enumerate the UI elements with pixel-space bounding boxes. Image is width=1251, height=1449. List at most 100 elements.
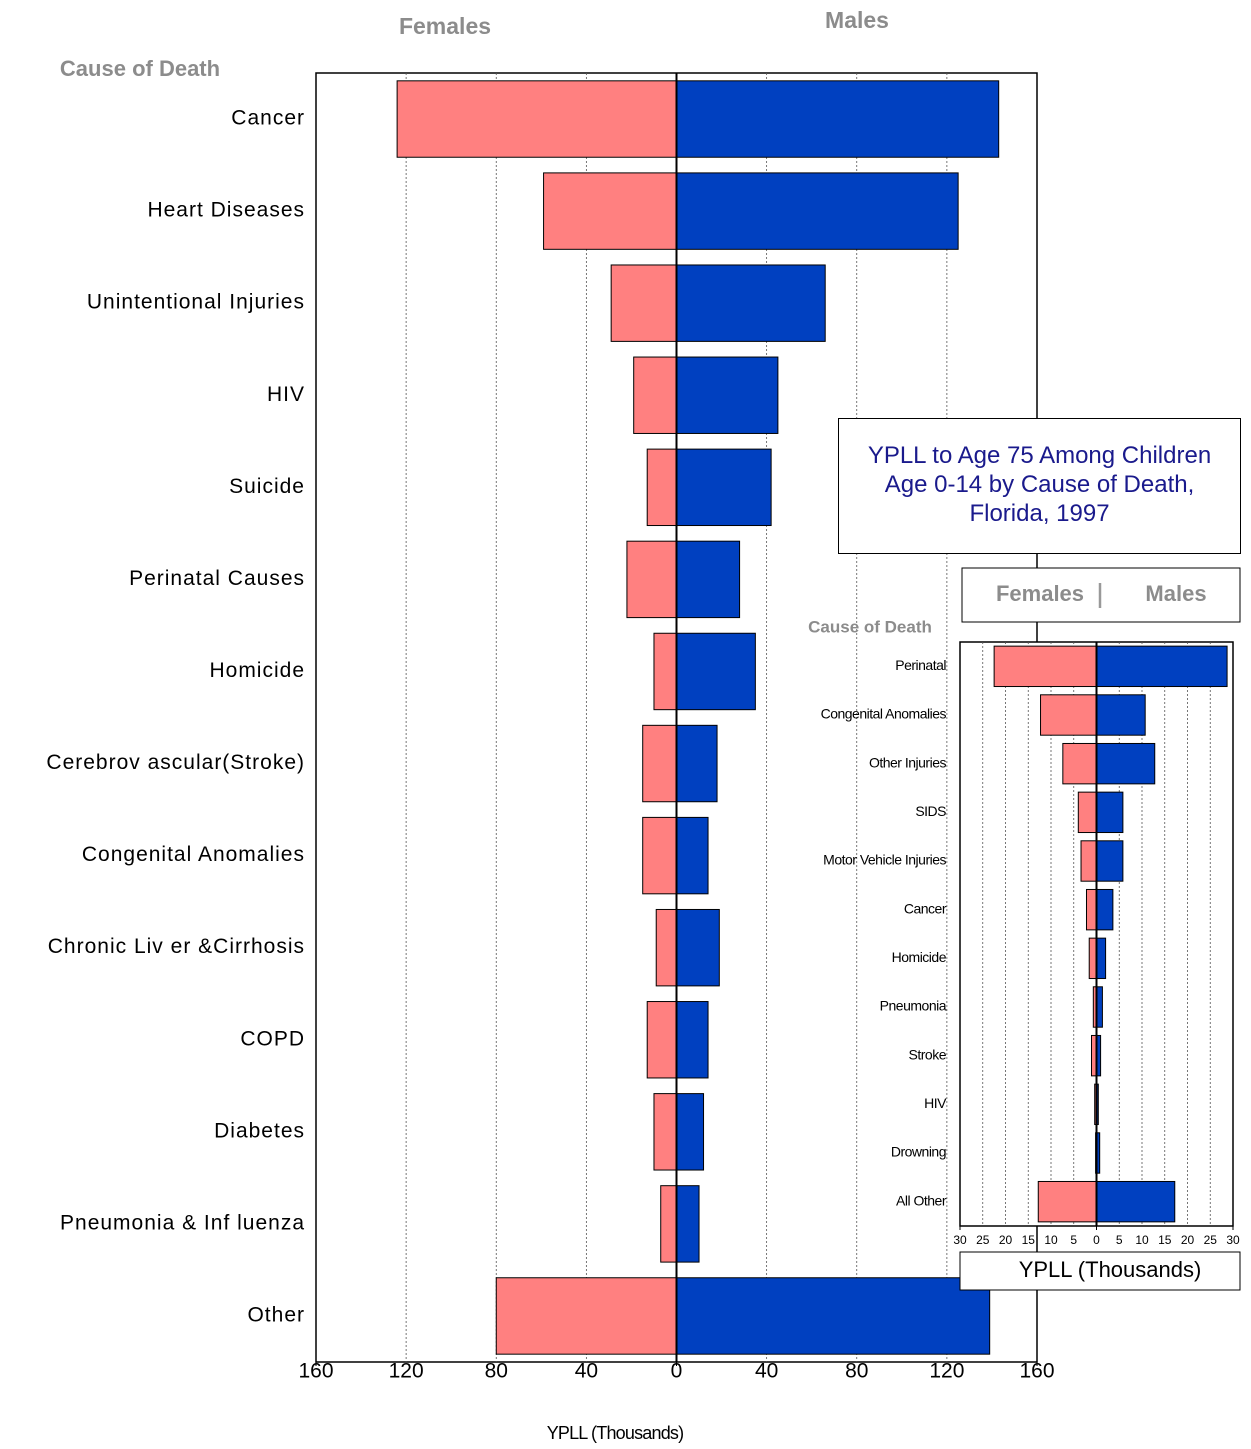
bar — [1096, 791, 1124, 834]
x-tick-label: 160 — [298, 1360, 333, 1383]
category-label: Homicide — [209, 659, 305, 682]
bar — [676, 80, 1000, 158]
category-label: Congenital Anomalies — [821, 706, 947, 722]
bar — [676, 540, 741, 619]
bar — [676, 356, 779, 434]
category-label: COPD — [240, 1027, 305, 1050]
x-tick-label: 120 — [929, 1360, 964, 1383]
x-tick-label: 20 — [1181, 1233, 1195, 1247]
bar — [646, 1001, 677, 1079]
category-label: Suicide — [229, 475, 305, 498]
bar — [1096, 937, 1107, 980]
series-header: Females — [399, 13, 491, 39]
category-label: Cerebrov ascular(Stroke) — [46, 751, 305, 774]
bar — [1077, 791, 1098, 834]
x-tick-label: 20 — [999, 1233, 1013, 1247]
bar — [396, 80, 677, 158]
category-label: Drowning — [891, 1144, 946, 1160]
x-tick-label: 5 — [1116, 1233, 1123, 1247]
bar — [676, 172, 959, 250]
x-label-box — [959, 1251, 1241, 1291]
category-label: Stroke — [909, 1046, 947, 1062]
bar — [653, 632, 677, 711]
x-tick-label: 5 — [1070, 1233, 1077, 1247]
x-tick-label: 40 — [575, 1360, 598, 1383]
x-tick-label: 30 — [1226, 1233, 1240, 1247]
bar — [1085, 888, 1097, 931]
x-tick-label: 80 — [485, 1360, 508, 1383]
bar — [610, 264, 677, 342]
bar — [1096, 742, 1156, 785]
y-axis-label: Cause of Death — [60, 56, 220, 81]
category-label: Heart Diseases — [147, 199, 305, 222]
category-label: Homicide — [892, 949, 947, 965]
bar — [653, 1093, 677, 1171]
bar — [676, 448, 772, 527]
series-header: Males — [1145, 581, 1206, 606]
bar — [993, 645, 1097, 688]
bar — [676, 1185, 700, 1263]
bar — [676, 724, 718, 803]
bar — [642, 724, 677, 803]
category-label: Congenital Anomalies — [82, 843, 305, 866]
bar — [1096, 888, 1114, 931]
x-tick-label: 160 — [1019, 1360, 1054, 1383]
category-label: Diabetes — [214, 1119, 305, 1142]
bar — [1096, 840, 1124, 882]
bar — [676, 632, 756, 711]
x-tick-label: 0 — [671, 1360, 683, 1383]
category-label: Other — [247, 1304, 305, 1327]
x-tick-label: 120 — [389, 1360, 424, 1383]
bar — [676, 1093, 705, 1171]
category-label: Motor Vehicle Injuries — [823, 852, 946, 868]
x-tick-label: 10 — [1044, 1233, 1058, 1247]
bar — [676, 264, 826, 342]
category-label: Pneumonia & Inf luenza — [60, 1211, 305, 1234]
x-tick-label: 30 — [953, 1233, 967, 1247]
bar — [1096, 645, 1228, 688]
category-label: Cancer — [231, 107, 305, 130]
bar — [1040, 694, 1098, 736]
bar — [495, 1277, 677, 1355]
series-header: Males — [825, 7, 889, 33]
bar — [1080, 840, 1098, 882]
bar — [1062, 742, 1097, 785]
bar — [676, 908, 720, 987]
x-tick-label: 80 — [845, 1360, 868, 1383]
x-tick-label: 0 — [1093, 1233, 1100, 1247]
category-label: Unintentional Injuries — [87, 291, 305, 314]
bar — [676, 816, 709, 895]
bar — [655, 908, 677, 987]
x-axis-label: YPLL (Thousands) — [1019, 1257, 1202, 1282]
x-axis-label: YPLL (Thousands) — [547, 1423, 684, 1443]
bar — [676, 1277, 991, 1355]
category-label: Pneumonia — [880, 998, 947, 1014]
bar — [543, 172, 677, 250]
category-label: All Other — [896, 1192, 947, 1208]
series-header: Females — [996, 581, 1084, 606]
bar — [1096, 1180, 1176, 1223]
bar — [1037, 1180, 1098, 1223]
category-label: Chronic Liv er &Cirrhosis — [48, 935, 305, 958]
category-label: Cancer — [904, 900, 947, 916]
category-label: HIV — [267, 383, 305, 406]
category-label: SIDS — [915, 803, 946, 819]
category-label: Other Injuries — [869, 754, 947, 770]
category-label: Perinatal Causes — [129, 567, 305, 590]
y-axis-label: Cause of Death — [808, 617, 932, 636]
bar — [633, 356, 677, 434]
bar — [676, 1001, 709, 1079]
bar — [1096, 694, 1146, 736]
x-tick-label: 15 — [1158, 1233, 1172, 1247]
x-tick-label: 10 — [1135, 1233, 1149, 1247]
x-tick-label: 40 — [755, 1360, 778, 1383]
bar — [626, 540, 678, 619]
bar — [642, 816, 677, 895]
bar — [646, 448, 677, 527]
x-tick-label: 15 — [1022, 1233, 1036, 1247]
bar — [1088, 937, 1097, 980]
category-label: HIV — [924, 1095, 947, 1111]
inset-title: YPLL to Age 75 Among Children Age 0-14 b… — [838, 418, 1241, 554]
